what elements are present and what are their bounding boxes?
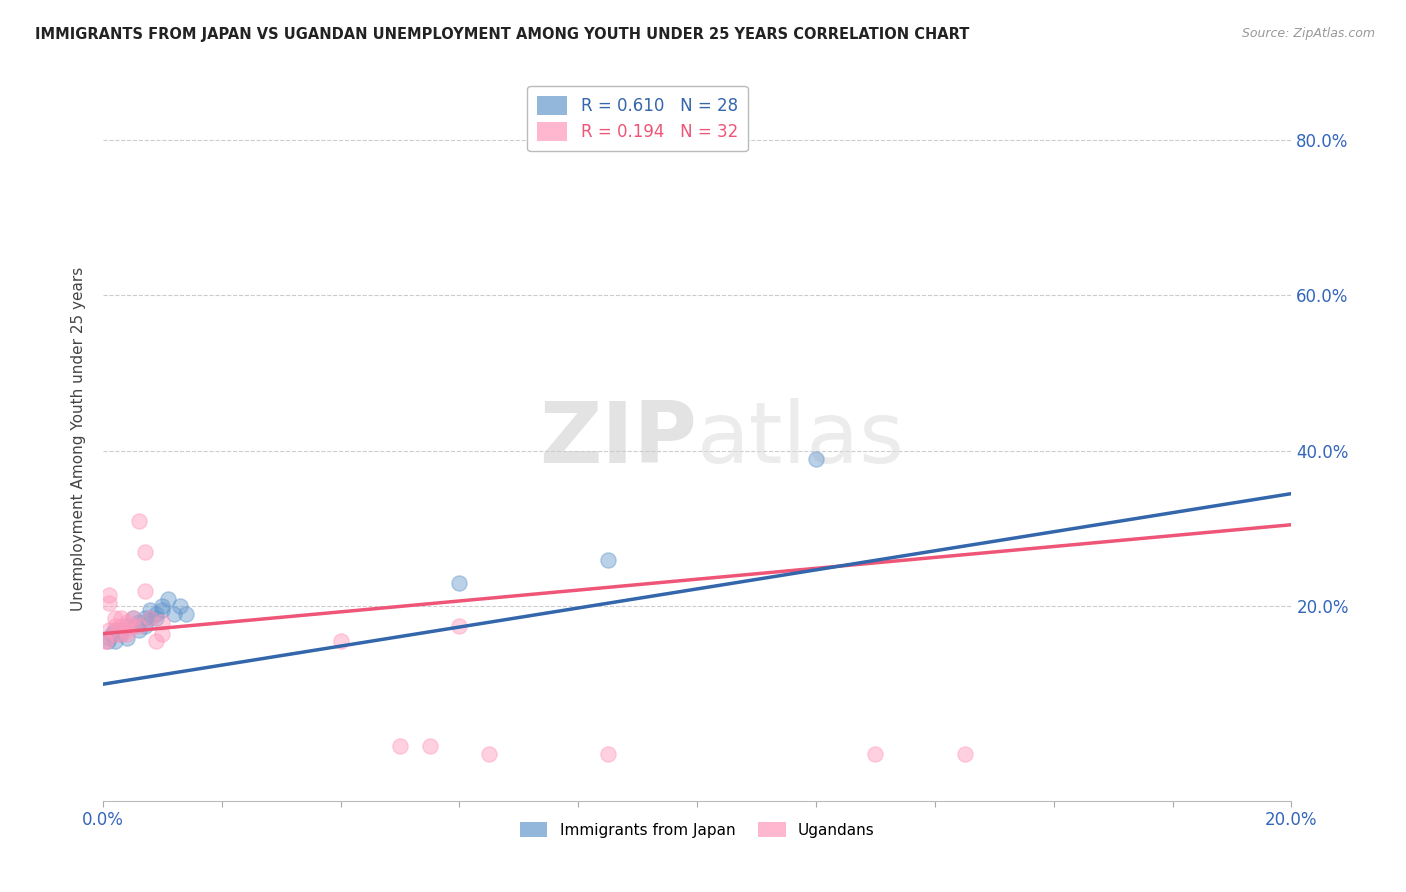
Point [150,599,173,614]
Point [115,615,138,629]
Point [104,634,127,648]
Point [163,607,186,622]
Point [157,591,180,606]
Text: IMMIGRANTS FROM JAPAN VS UGANDAN UNEMPLOYMENT AMONG YOUTH UNDER 25 YEARS CORRELA: IMMIGRANTS FROM JAPAN VS UGANDAN UNEMPLO… [35,27,970,42]
Point [97,595,120,609]
Point [104,619,127,633]
Point [449,619,471,633]
Point [94,634,117,648]
Point [115,626,138,640]
Point [110,619,132,633]
Point [174,607,197,622]
Point [128,615,150,629]
Point [97,588,120,602]
Text: ZIP: ZIP [540,398,697,481]
Point [145,611,167,625]
Point [104,611,127,625]
Point [139,603,162,617]
Point [134,611,156,625]
Point [419,739,441,754]
Y-axis label: Unemployment Among Youth under 25 years: Unemployment Among Youth under 25 years [72,267,86,611]
Point [953,747,976,762]
Point [97,623,120,637]
Point [865,747,887,762]
Point [128,619,150,633]
Point [93,634,115,648]
Point [121,619,143,633]
Point [110,623,132,637]
Point [115,623,138,637]
Point [128,514,150,528]
Point [596,553,619,567]
Point [150,603,173,617]
Point [115,631,138,645]
Point [169,599,191,614]
Point [478,747,501,762]
Point [121,619,143,633]
Point [134,619,156,633]
Point [115,619,138,633]
Point [145,634,167,648]
Point [110,626,132,640]
Point [97,631,120,645]
Point [97,634,120,648]
Point [139,611,162,625]
Point [121,611,143,625]
Point [389,739,412,754]
Point [104,626,127,640]
Legend: Immigrants from Japan, Ugandans: Immigrants from Japan, Ugandans [513,815,880,844]
Point [150,615,173,629]
Point [101,626,124,640]
Text: Source: ZipAtlas.com: Source: ZipAtlas.com [1241,27,1375,40]
Point [110,611,132,625]
Point [596,747,619,762]
Point [804,451,827,466]
Point [150,626,173,640]
Point [110,626,132,640]
Text: atlas: atlas [697,398,905,481]
Point [134,545,156,559]
Point [449,576,471,591]
Point [128,623,150,637]
Point [104,623,127,637]
Point [134,583,156,598]
Point [145,607,167,622]
Point [329,634,352,648]
Point [121,611,143,625]
Point [139,611,162,625]
